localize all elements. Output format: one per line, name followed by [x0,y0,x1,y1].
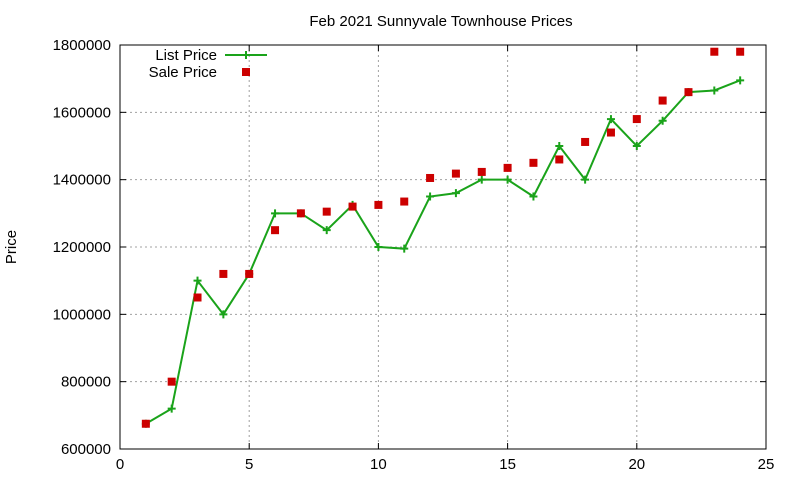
data-point [503,163,512,172]
data-point [736,76,745,85]
legend-marker [242,51,250,59]
data-point [477,175,486,184]
y-tick-label: 800000 [61,374,111,391]
data-point [219,269,228,278]
series-layer [141,47,745,428]
data-point [503,175,512,184]
data-point [606,115,615,124]
x-tick-label: 15 [499,456,516,473]
y-tick-label: 600000 [61,441,111,458]
series-sale-price [141,47,745,428]
data-point [426,192,435,201]
series-line [145,79,741,425]
data-point [632,115,641,124]
x-tick-label: 10 [370,456,387,473]
data-point [606,128,615,137]
data-point [271,226,280,235]
data-point [477,167,486,176]
x-tick-label: 20 [628,456,645,473]
data-point [736,47,745,56]
y-tick-label: 1400000 [53,172,111,189]
data-point [219,310,228,319]
data-point [581,175,590,184]
data-point [426,173,435,182]
data-point [193,293,202,302]
data-point [374,200,383,209]
data-point [632,142,641,150]
series-list-price [141,76,745,428]
data-point [167,377,176,386]
data-point [193,276,202,285]
data-point [658,96,667,105]
data-point [684,88,693,97]
data-point [400,197,409,206]
legend-marker [242,68,250,76]
data-point [555,142,564,150]
data-point [581,137,590,146]
data-point [348,202,357,211]
data-point [322,226,331,235]
data-point [167,404,176,413]
data-point [529,158,538,167]
data-point [658,116,667,125]
data-point [271,209,280,218]
data-point [710,47,719,56]
data-point [451,189,460,198]
y-tick-label: 1600000 [53,104,111,121]
y-tick-label: 1200000 [53,239,111,256]
data-point [245,269,254,278]
data-point [296,209,305,218]
data-point [322,207,331,216]
legend-label: List Price [155,47,217,64]
data-point [529,192,538,201]
y-tick-label: 1000000 [53,306,111,323]
data-point [710,86,719,95]
y-tick-label: 1800000 [53,37,111,54]
data-point [451,169,460,178]
legend-label: Sale Price [149,64,217,81]
x-tick-label: 5 [245,456,253,473]
data-point [141,419,150,428]
chart-title: Feb 2021 Sunnyvale Townhouse Prices [309,13,572,30]
data-point [400,244,409,253]
x-tick-label: 0 [116,456,124,473]
data-point [374,243,383,251]
x-tick-label: 25 [758,456,775,473]
axis-ticks: 0 5 10 15 20 25 600000 800000 1000000 1200000 1400… [53,37,775,473]
data-point [555,155,564,164]
y-axis-label: Price [3,230,20,264]
